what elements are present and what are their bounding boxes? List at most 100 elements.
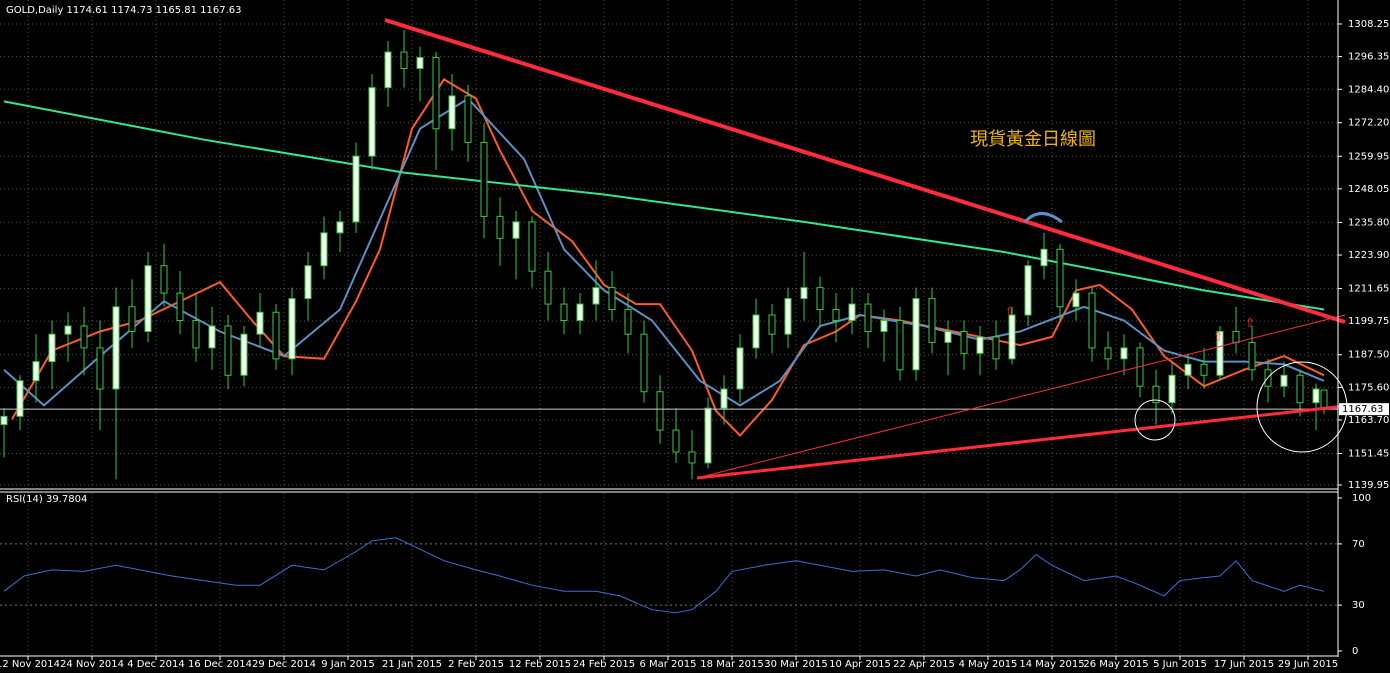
candle-body: [80, 325, 88, 349]
candle-body: [752, 314, 760, 349]
candle-body: [1232, 330, 1240, 343]
candle-body: [1296, 374, 1304, 404]
y-tick-label: 1296.35: [1348, 52, 1389, 63]
candle-body: [816, 287, 824, 311]
x-tick-label: 26 May 2015: [1083, 659, 1148, 670]
x-tick-label: 12 Feb 2015: [509, 659, 571, 670]
y-tick-label: 1284.40: [1348, 84, 1389, 95]
candle-body: [160, 265, 168, 294]
moving-average-line: [11, 78, 1325, 437]
candle-body: [1008, 314, 1016, 360]
candle-body: [544, 270, 552, 305]
candle-body: [1040, 248, 1048, 267]
candle-body: [1320, 389, 1328, 410]
candle-body: [448, 95, 456, 130]
y-tick-label: 0: [1352, 646, 1358, 657]
y-tick-label: 1199.75: [1348, 316, 1389, 327]
candle-body: [0, 415, 8, 426]
candle-body: [1168, 374, 1176, 404]
candle-body: [608, 287, 616, 311]
x-tick-label: 10 Apr 2015: [829, 659, 891, 670]
candle-body: [1248, 341, 1256, 371]
candle-body: [944, 330, 952, 343]
candle-body: [736, 347, 744, 390]
candle-body: [1216, 330, 1224, 376]
y-tick-label: 1248.05: [1348, 184, 1389, 195]
y-tick-label: 1163.70: [1348, 415, 1389, 426]
price-label: 1167.63: [1342, 404, 1383, 415]
candle-body: [112, 306, 120, 390]
candle-body: [496, 215, 504, 239]
candle-body: [1312, 388, 1320, 404]
candle-body: [400, 51, 408, 69]
candle-body: [1280, 374, 1288, 387]
x-tick-label: 17 Jun 2015: [1214, 659, 1274, 670]
annotation: 現貨黃金日線圖: [970, 129, 1096, 150]
y-tick-label: 1139.95: [1348, 480, 1389, 491]
y-tick-label: 1308.25: [1348, 19, 1389, 30]
x-tick-label: 30 Mar 2015: [764, 659, 827, 670]
candle-body: [1088, 292, 1096, 349]
candle-body: [928, 298, 936, 343]
x-tick-label: 9 Jan 2015: [321, 659, 375, 670]
x-tick-label: 16 Dec 2014: [188, 659, 252, 670]
y-tick-label: 70: [1352, 539, 1365, 550]
candle-body: [176, 292, 184, 321]
candle-body: [320, 232, 328, 267]
trend-line: [384, 18, 1346, 324]
candle-body: [640, 333, 648, 393]
y-tick-label: 1235.80: [1348, 217, 1389, 228]
candle-body: [96, 347, 104, 390]
candle-body: [464, 95, 472, 143]
rsi-line: [3, 537, 1325, 614]
y-tick-label: 1259.95: [1348, 151, 1389, 162]
candle-body: [672, 429, 680, 453]
x-tick-label: 4 May 2015: [959, 659, 1018, 670]
candle-body: [864, 303, 872, 332]
candle-body: [224, 325, 232, 376]
moving-average-line: [3, 100, 1325, 311]
candle-body: [1152, 385, 1160, 404]
x-tick-label: 18 Mar 2015: [700, 659, 763, 670]
candle-body: [480, 141, 488, 217]
price-label-box: [1339, 403, 1389, 416]
candle-body: [848, 303, 856, 321]
y-tick-label: 1187.50: [1348, 350, 1389, 361]
x-tick-label: 22 Apr 2015: [893, 659, 955, 670]
candle-body: [288, 298, 296, 360]
arc-mark: [1023, 212, 1063, 224]
candle-body: [368, 87, 376, 157]
x-tick-label: 24 Nov 2014: [60, 659, 124, 670]
candle-body: [800, 287, 808, 300]
candle-body: [352, 155, 360, 223]
x-tick-label: 6 Mar 2015: [639, 659, 696, 670]
candle-body: [960, 330, 968, 354]
candle-body: [1056, 248, 1064, 308]
y-tick-label: 1272.20: [1348, 118, 1389, 129]
candle-body: [976, 336, 984, 354]
candle-body: [1120, 347, 1128, 360]
candle-body: [128, 306, 136, 332]
chart-title: GOLD,Daily 1174.61 1174.73 1165.81 1167.…: [6, 5, 242, 16]
x-tick-label: 21 Jan 2015: [382, 659, 442, 670]
trend-line: [696, 404, 1346, 480]
candle-body: [1104, 347, 1112, 360]
candle-body: [48, 333, 56, 363]
x-tick-label: 29 Jun 2015: [1278, 659, 1338, 670]
candle-body: [880, 319, 888, 332]
candle-body: [560, 303, 568, 321]
y-tick-label: 1211.65: [1348, 284, 1389, 295]
candle-body: [144, 265, 152, 332]
x-tick-label: 4 Dec 2014: [127, 659, 185, 670]
candle-body: [1184, 363, 1192, 376]
candle-body: [720, 388, 728, 409]
candle-body: [192, 319, 200, 349]
x-tick-label: 12 Nov 2014: [0, 659, 60, 670]
candle-body: [240, 333, 248, 376]
highlight-circle: [1134, 399, 1176, 441]
y-tick-label: 30: [1352, 600, 1365, 611]
x-tick-label: 2 Feb 2015: [448, 659, 504, 670]
candle-body: [592, 287, 600, 305]
y-tick-label: 1151.45: [1348, 448, 1389, 459]
